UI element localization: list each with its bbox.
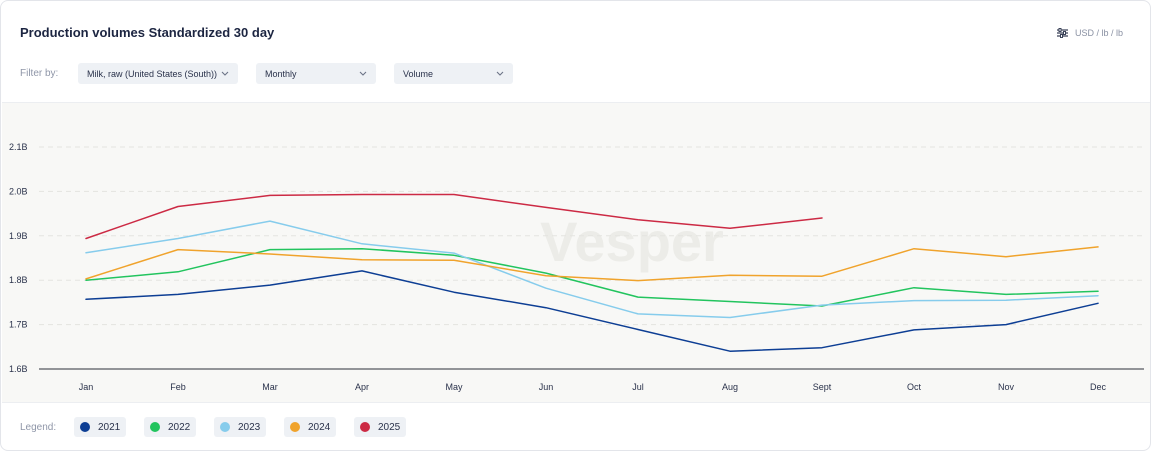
x-tick-label: Feb [170, 382, 186, 392]
legend-item-label: 2023 [238, 421, 261, 433]
x-tick-label: Sept [813, 382, 832, 392]
series-line-2021 [85, 270, 1099, 352]
chevron-down-icon [221, 71, 229, 76]
x-tick-label: Nov [998, 382, 1015, 392]
frequency-dropdown[interactable]: Monthly [256, 63, 376, 84]
x-tick-label: Jan [79, 382, 94, 392]
x-tick-label: Apr [355, 382, 369, 392]
legend-item-2023[interactable]: 2023 [214, 417, 266, 437]
legend-item-label: 2022 [168, 421, 191, 433]
legend-swatch [80, 422, 90, 432]
commodity-dropdown[interactable]: Milk, raw (United States (South)) [78, 63, 238, 84]
measure-dropdown-value: Volume [403, 68, 434, 79]
y-tick-label: 1.9B [9, 231, 28, 241]
frequency-dropdown-value: Monthly [265, 68, 297, 79]
sliders-icon [1056, 28, 1068, 38]
unit-label: USD / lb / lb [1074, 28, 1123, 38]
x-tick-label: May [445, 382, 463, 392]
x-tick-label: Jun [539, 382, 554, 392]
legend-swatch [220, 422, 230, 432]
legend-item-2021[interactable]: 2021 [74, 417, 126, 437]
series-line-2023 [85, 220, 1099, 319]
y-tick-label: 2.0B [9, 186, 28, 196]
legend-swatch [360, 422, 370, 432]
unit-selector[interactable]: USD / lb / lb [1056, 28, 1123, 38]
legend-item-label: 2025 [378, 421, 401, 433]
legend-item-2025[interactable]: 2025 [354, 417, 406, 437]
legend-label: Legend: [20, 422, 57, 433]
legend-swatch [150, 422, 160, 432]
x-tick-label: Aug [722, 382, 738, 392]
measure-dropdown[interactable]: Volume [394, 63, 513, 84]
legend-swatch [290, 422, 300, 432]
line-chart: Vesper 2.1B 2.0B 1.9B 1.8B 1.7B 1.6B Jan Feb Mar A… [9, 142, 1144, 392]
x-tick-label: Oct [907, 382, 922, 392]
legend-item-2022[interactable]: 2022 [144, 417, 196, 437]
x-tick-label: Jul [632, 382, 644, 392]
legend-item-label: 2024 [308, 421, 331, 433]
y-tick-label: 2.1B [9, 142, 28, 152]
chart-title: Production volumes Standardized 30 day [20, 25, 275, 40]
commodity-dropdown-value: Milk, raw (United States (South)) [87, 68, 218, 79]
y-tick-label: 1.6B [9, 364, 28, 374]
plot-area: Vesper 2.1B 2.0B 1.9B 1.8B 1.7B 1.6B Jan Feb Mar A… [2, 102, 1150, 403]
series-line-2025 [85, 193, 823, 240]
chevron-down-icon [496, 71, 504, 76]
chevron-down-icon [359, 71, 367, 76]
y-tick-label: 1.7B [9, 320, 28, 330]
legend-item-2024[interactable]: 2024 [284, 417, 336, 437]
watermark: Vesper [540, 210, 724, 273]
legend-item-label: 2021 [98, 421, 121, 433]
filter-label: Filter by: [20, 68, 59, 79]
series-line-2024 [85, 246, 1099, 282]
x-tick-label: Mar [262, 382, 278, 392]
x-tick-label: Dec [1090, 382, 1107, 392]
y-tick-label: 1.8B [9, 275, 28, 285]
